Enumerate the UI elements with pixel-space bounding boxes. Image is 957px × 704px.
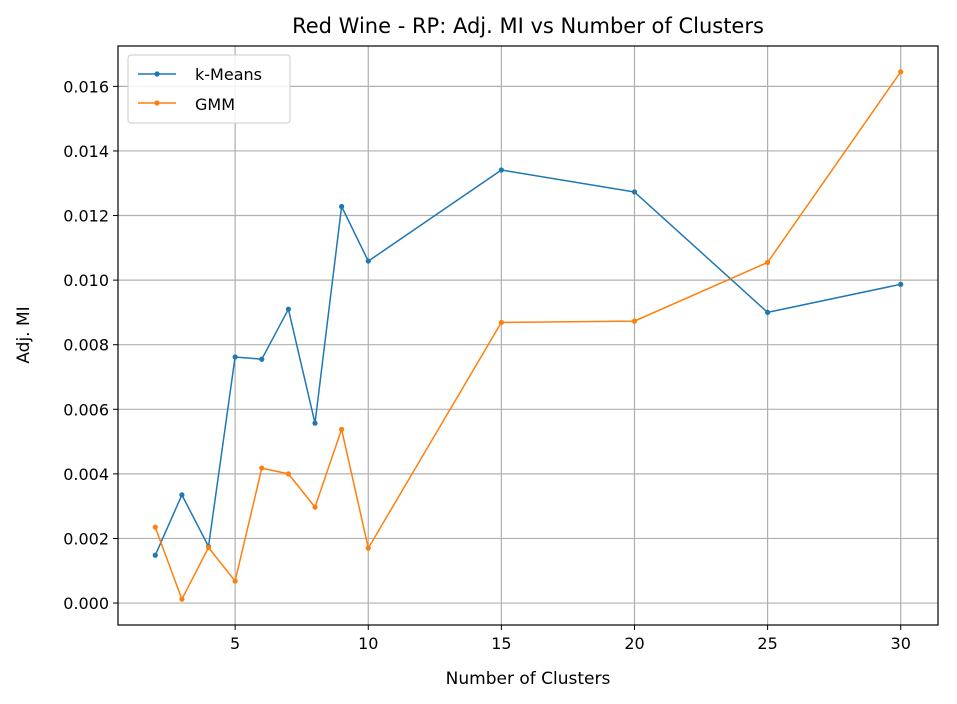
legend-box bbox=[127, 54, 291, 124]
y-tick-label: 0.012 bbox=[63, 207, 109, 226]
x-tick-label: 5 bbox=[230, 634, 240, 653]
data-point-0 bbox=[365, 258, 371, 264]
data-point-1 bbox=[498, 319, 504, 326]
legend-label-gmm: GMM bbox=[195, 95, 235, 114]
data-point-1 bbox=[179, 596, 185, 602]
data-point-0 bbox=[498, 167, 504, 173]
legend-marker-kmeans bbox=[154, 71, 160, 77]
data-point-0 bbox=[259, 356, 265, 362]
data-point-1 bbox=[285, 471, 291, 477]
y-axis: 0.000 0.002 0.004 0.006 0.008 0.010 0.012 0.014… bbox=[63, 77, 118, 613]
legend-marker-gmm bbox=[154, 100, 160, 106]
data-point-0 bbox=[179, 492, 185, 498]
series-layer bbox=[152, 69, 904, 602]
data-point-1 bbox=[259, 465, 265, 471]
grid bbox=[118, 46, 938, 625]
y-tick-label: 0.002 bbox=[63, 529, 109, 548]
x-tick-label: 10 bbox=[358, 634, 378, 653]
data-point-1 bbox=[152, 524, 158, 530]
plot-frame bbox=[117, 45, 939, 626]
y-tick-label: 0.016 bbox=[63, 77, 109, 96]
x-tick-label: 30 bbox=[891, 634, 911, 653]
data-point-0 bbox=[312, 420, 318, 426]
data-point-0 bbox=[765, 309, 771, 316]
data-point-0 bbox=[232, 354, 238, 360]
data-point-0 bbox=[152, 552, 158, 558]
x-axis-label: Number of Clusters bbox=[446, 669, 611, 689]
y-tick-label: 0.004 bbox=[63, 465, 109, 484]
x-tick-label: 15 bbox=[491, 634, 511, 653]
y-tick-label: 0.008 bbox=[63, 336, 109, 355]
chart-title: Red Wine - RP: Adj. MI vs Number of Clus… bbox=[292, 14, 764, 38]
data-point-0 bbox=[631, 189, 638, 195]
legend: k-Means GMM bbox=[127, 54, 291, 124]
data-point-1 bbox=[205, 544, 212, 551]
y-axis-label: Adj. MI bbox=[14, 306, 34, 363]
y-tick-label: 0.000 bbox=[63, 594, 109, 613]
data-point-1 bbox=[631, 318, 638, 324]
x-tick-label: 25 bbox=[757, 634, 777, 653]
legend-label-kmeans: k-Means bbox=[195, 65, 262, 84]
data-point-0 bbox=[898, 281, 904, 287]
data-point-1 bbox=[312, 504, 318, 510]
data-point-1 bbox=[898, 69, 904, 75]
y-tick-label: 0.006 bbox=[63, 400, 109, 419]
data-point-0 bbox=[285, 306, 291, 312]
x-axis: 5 10 15 20 25 30 bbox=[230, 625, 911, 653]
data-point-1 bbox=[232, 578, 238, 584]
y-tick-label: 0.010 bbox=[63, 271, 109, 290]
data-point-0 bbox=[339, 203, 345, 210]
data-point-1 bbox=[339, 426, 345, 432]
data-point-1 bbox=[365, 545, 371, 551]
y-tick-label: 0.014 bbox=[63, 142, 109, 161]
data-point-1 bbox=[765, 259, 771, 265]
x-tick-label: 20 bbox=[624, 634, 644, 653]
